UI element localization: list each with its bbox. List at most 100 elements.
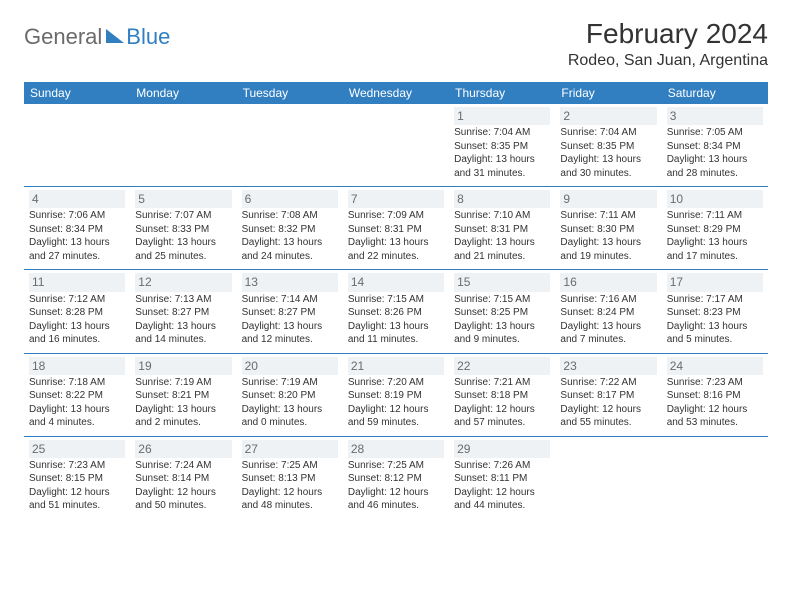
sunset-text: Sunset: 8:16 PM [667, 389, 763, 403]
calendar-day: 11Sunrise: 7:12 AMSunset: 8:28 PMDayligh… [24, 270, 130, 353]
sunrise-text: Sunrise: 7:20 AM [348, 376, 444, 390]
sunset-text: Sunset: 8:12 PM [348, 472, 444, 486]
sunset-text: Sunset: 8:24 PM [560, 306, 656, 320]
day-number: 3 [667, 107, 763, 125]
daylight-text: Daylight: 12 hours and 46 minutes. [348, 486, 444, 513]
calendar-week: 18Sunrise: 7:18 AMSunset: 8:22 PMDayligh… [24, 353, 768, 436]
calendar-day: 22Sunrise: 7:21 AMSunset: 8:18 PMDayligh… [449, 353, 555, 436]
calendar-day: . [130, 104, 236, 187]
sunrise-text: Sunrise: 7:05 AM [667, 126, 763, 140]
day-number: 28 [348, 440, 444, 458]
daylight-text: Daylight: 13 hours and 11 minutes. [348, 320, 444, 347]
calendar-day: 12Sunrise: 7:13 AMSunset: 8:27 PMDayligh… [130, 270, 236, 353]
calendar-day: 20Sunrise: 7:19 AMSunset: 8:20 PMDayligh… [237, 353, 343, 436]
calendar-header-row: SundayMondayTuesdayWednesdayThursdayFrid… [24, 82, 768, 104]
sunset-text: Sunset: 8:35 PM [560, 140, 656, 154]
sunset-text: Sunset: 8:17 PM [560, 389, 656, 403]
calendar-day: 28Sunrise: 7:25 AMSunset: 8:12 PMDayligh… [343, 436, 449, 519]
sunset-text: Sunset: 8:14 PM [135, 472, 231, 486]
daylight-text: Daylight: 13 hours and 9 minutes. [454, 320, 550, 347]
sunset-text: Sunset: 8:19 PM [348, 389, 444, 403]
sunrise-text: Sunrise: 7:13 AM [135, 293, 231, 307]
sunset-text: Sunset: 8:26 PM [348, 306, 444, 320]
daylight-text: Daylight: 12 hours and 51 minutes. [29, 486, 125, 513]
sunset-text: Sunset: 8:22 PM [29, 389, 125, 403]
daylight-text: Daylight: 13 hours and 19 minutes. [560, 236, 656, 263]
sunset-text: Sunset: 8:29 PM [667, 223, 763, 237]
brand-text-2: Blue [126, 24, 170, 50]
daylight-text: Daylight: 13 hours and 27 minutes. [29, 236, 125, 263]
sunrise-text: Sunrise: 7:14 AM [242, 293, 338, 307]
sunrise-text: Sunrise: 7:25 AM [348, 459, 444, 473]
day-number: 22 [454, 357, 550, 375]
sunrise-text: Sunrise: 7:16 AM [560, 293, 656, 307]
daylight-text: Daylight: 13 hours and 24 minutes. [242, 236, 338, 263]
day-header-saturday: Saturday [662, 82, 768, 104]
calendar-day: 19Sunrise: 7:19 AMSunset: 8:21 PMDayligh… [130, 353, 236, 436]
calendar-day: 26Sunrise: 7:24 AMSunset: 8:14 PMDayligh… [130, 436, 236, 519]
day-number: 16 [560, 273, 656, 291]
calendar-day: 10Sunrise: 7:11 AMSunset: 8:29 PMDayligh… [662, 187, 768, 270]
sunrise-text: Sunrise: 7:06 AM [29, 209, 125, 223]
day-number: 13 [242, 273, 338, 291]
sunset-text: Sunset: 8:34 PM [667, 140, 763, 154]
sunrise-text: Sunrise: 7:21 AM [454, 376, 550, 390]
daylight-text: Daylight: 13 hours and 21 minutes. [454, 236, 550, 263]
calendar-day: 23Sunrise: 7:22 AMSunset: 8:17 PMDayligh… [555, 353, 661, 436]
calendar-day: 15Sunrise: 7:15 AMSunset: 8:25 PMDayligh… [449, 270, 555, 353]
sunset-text: Sunset: 8:25 PM [454, 306, 550, 320]
day-number: 27 [242, 440, 338, 458]
location-label: Rodeo, San Juan, Argentina [568, 52, 768, 70]
day-number: 5 [135, 190, 231, 208]
daylight-text: Daylight: 12 hours and 48 minutes. [242, 486, 338, 513]
brand-logo: General Blue [24, 18, 170, 50]
daylight-text: Daylight: 13 hours and 31 minutes. [454, 153, 550, 180]
day-number: 24 [667, 357, 763, 375]
calendar-day: 25Sunrise: 7:23 AMSunset: 8:15 PMDayligh… [24, 436, 130, 519]
day-number: 4 [29, 190, 125, 208]
day-header-wednesday: Wednesday [343, 82, 449, 104]
calendar-table: SundayMondayTuesdayWednesdayThursdayFrid… [24, 82, 768, 519]
sunset-text: Sunset: 8:35 PM [454, 140, 550, 154]
day-number: 29 [454, 440, 550, 458]
daylight-text: Daylight: 13 hours and 16 minutes. [29, 320, 125, 347]
sunrise-text: Sunrise: 7:07 AM [135, 209, 231, 223]
calendar-week: 4Sunrise: 7:06 AMSunset: 8:34 PMDaylight… [24, 187, 768, 270]
sunrise-text: Sunrise: 7:23 AM [667, 376, 763, 390]
sunset-text: Sunset: 8:32 PM [242, 223, 338, 237]
daylight-text: Daylight: 13 hours and 2 minutes. [135, 403, 231, 430]
month-title: February 2024 [568, 18, 768, 50]
calendar-day: 7Sunrise: 7:09 AMSunset: 8:31 PMDaylight… [343, 187, 449, 270]
calendar-day: . [237, 104, 343, 187]
daylight-text: Daylight: 13 hours and 30 minutes. [560, 153, 656, 180]
day-number: 2 [560, 107, 656, 125]
sunrise-text: Sunrise: 7:04 AM [560, 126, 656, 140]
day-number: 9 [560, 190, 656, 208]
calendar-day: . [662, 436, 768, 519]
sunset-text: Sunset: 8:13 PM [242, 472, 338, 486]
sunrise-text: Sunrise: 7:15 AM [348, 293, 444, 307]
sunset-text: Sunset: 8:15 PM [29, 472, 125, 486]
sunset-text: Sunset: 8:33 PM [135, 223, 231, 237]
sunrise-text: Sunrise: 7:24 AM [135, 459, 231, 473]
calendar-day: 3Sunrise: 7:05 AMSunset: 8:34 PMDaylight… [662, 104, 768, 187]
calendar-day: . [343, 104, 449, 187]
sunrise-text: Sunrise: 7:19 AM [135, 376, 231, 390]
sunset-text: Sunset: 8:31 PM [454, 223, 550, 237]
calendar-day: 27Sunrise: 7:25 AMSunset: 8:13 PMDayligh… [237, 436, 343, 519]
sunrise-text: Sunrise: 7:18 AM [29, 376, 125, 390]
day-number: 17 [667, 273, 763, 291]
calendar-day: 24Sunrise: 7:23 AMSunset: 8:16 PMDayligh… [662, 353, 768, 436]
calendar-day: 14Sunrise: 7:15 AMSunset: 8:26 PMDayligh… [343, 270, 449, 353]
sunrise-text: Sunrise: 7:11 AM [667, 209, 763, 223]
daylight-text: Daylight: 13 hours and 28 minutes. [667, 153, 763, 180]
daylight-text: Daylight: 12 hours and 44 minutes. [454, 486, 550, 513]
calendar-day: . [555, 436, 661, 519]
daylight-text: Daylight: 13 hours and 5 minutes. [667, 320, 763, 347]
calendar-day: 6Sunrise: 7:08 AMSunset: 8:32 PMDaylight… [237, 187, 343, 270]
brand-triangle-icon [106, 29, 124, 43]
daylight-text: Daylight: 13 hours and 17 minutes. [667, 236, 763, 263]
calendar-day: 16Sunrise: 7:16 AMSunset: 8:24 PMDayligh… [555, 270, 661, 353]
sunset-text: Sunset: 8:27 PM [135, 306, 231, 320]
calendar-day: 18Sunrise: 7:18 AMSunset: 8:22 PMDayligh… [24, 353, 130, 436]
